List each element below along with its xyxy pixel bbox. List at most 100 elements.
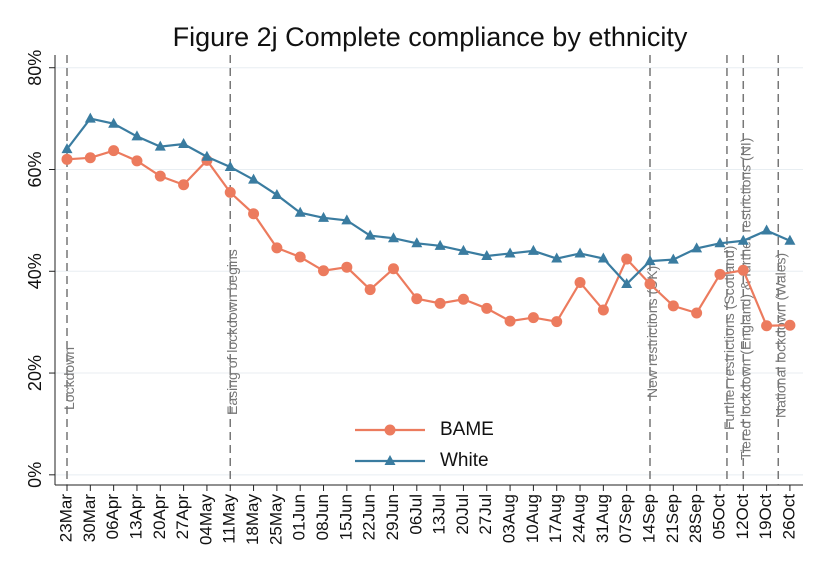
point [131, 130, 143, 141]
annotation-label: Tiered lockdown (England) & further rest… [737, 138, 753, 460]
annotation-label: Further restrictions (Scotland) [721, 246, 737, 430]
x-tick-label: 15Jun [336, 494, 355, 540]
point [341, 261, 353, 273]
x-tick-label: 26Oct [779, 494, 798, 540]
point [784, 319, 796, 331]
x-tick-label: 17Aug [546, 494, 565, 543]
point [551, 252, 563, 263]
point [434, 239, 446, 250]
point [224, 160, 236, 171]
point [434, 297, 446, 309]
point [574, 247, 586, 258]
x-tick-label: 27Apr [173, 494, 192, 540]
point [761, 224, 773, 235]
point [597, 252, 609, 263]
point [411, 237, 423, 248]
x-tick-label: 30Mar [80, 494, 99, 543]
point [527, 244, 539, 255]
point [154, 170, 166, 182]
point [108, 145, 120, 157]
point [224, 186, 236, 198]
x-tick-label: 24Aug [570, 494, 589, 543]
x-tick-label: 25May [266, 494, 285, 546]
x-tick-label: 08Jun [313, 494, 332, 540]
point [248, 173, 260, 184]
point [504, 247, 516, 258]
point [481, 302, 493, 314]
x-tick-label: 14Sep [639, 494, 658, 543]
point [154, 140, 166, 151]
point [178, 179, 190, 191]
y-tick-label: 0% [25, 462, 45, 488]
x-tick-label: 13Apr [126, 494, 145, 540]
x-tick-label: 11May [220, 494, 239, 544]
point [341, 214, 353, 225]
point [667, 300, 679, 312]
point [364, 284, 376, 296]
point [784, 234, 796, 245]
point [84, 152, 96, 164]
x-tick-label: 12Oct [733, 494, 752, 540]
point [597, 304, 609, 316]
x-tick-label: 31Aug [593, 494, 612, 543]
y-tick-label: 80% [25, 50, 45, 86]
x-tick-label: 19Oct [756, 494, 775, 540]
x-tick-label: 18May [243, 494, 262, 546]
point [691, 242, 703, 253]
point [201, 150, 213, 161]
y-tick-label: 20% [25, 355, 45, 391]
point [387, 232, 399, 243]
x-tick-label: 03Aug [500, 494, 519, 543]
point [131, 155, 143, 167]
x-tick-label: 20Apr [150, 494, 169, 540]
point [318, 265, 330, 277]
point [61, 153, 73, 165]
point [574, 276, 586, 288]
point [667, 253, 679, 264]
series-line [66, 149, 790, 327]
point [411, 293, 423, 305]
point [714, 268, 726, 280]
point [551, 316, 563, 328]
x-tick-label: 22Jun [360, 494, 379, 540]
point [737, 264, 749, 276]
x-tick-label: 05Oct [709, 494, 728, 540]
annotation-label: Lockdown [61, 347, 77, 410]
x-tick-label: 06Jul [406, 494, 425, 535]
x-tick-label: 23Mar [56, 494, 75, 543]
point [481, 250, 493, 261]
point [271, 188, 283, 199]
annotation-label: New restrictions (UK) [644, 266, 660, 398]
point [387, 263, 399, 275]
point [644, 278, 656, 290]
annotation-label: National lockdown (Wales) [772, 253, 788, 418]
point [621, 277, 633, 288]
point [61, 143, 73, 154]
point [457, 293, 469, 305]
point [248, 208, 260, 220]
point [527, 312, 539, 324]
point [294, 206, 306, 217]
point [457, 244, 469, 255]
point [294, 251, 306, 263]
legend-marker [384, 424, 396, 436]
x-tick-label: 06Apr [103, 494, 122, 540]
x-tick-label: 20Jul [453, 494, 472, 535]
x-tick-label: 10Aug [523, 494, 542, 543]
point [691, 307, 703, 319]
y-tick-label: 60% [25, 151, 45, 187]
x-tick-label: 21Sep [663, 494, 682, 543]
x-tick-label: 04May [196, 494, 215, 546]
legend-label: White [440, 450, 489, 471]
legend-label: BAME [440, 419, 494, 440]
series-line [66, 117, 791, 286]
point [318, 211, 330, 222]
point [108, 117, 120, 128]
point [761, 320, 773, 332]
point [504, 315, 516, 327]
point [737, 234, 749, 245]
x-tick-label: 27Jul [476, 494, 495, 535]
x-tick-label: 28Sep [686, 494, 705, 543]
point [271, 242, 283, 254]
